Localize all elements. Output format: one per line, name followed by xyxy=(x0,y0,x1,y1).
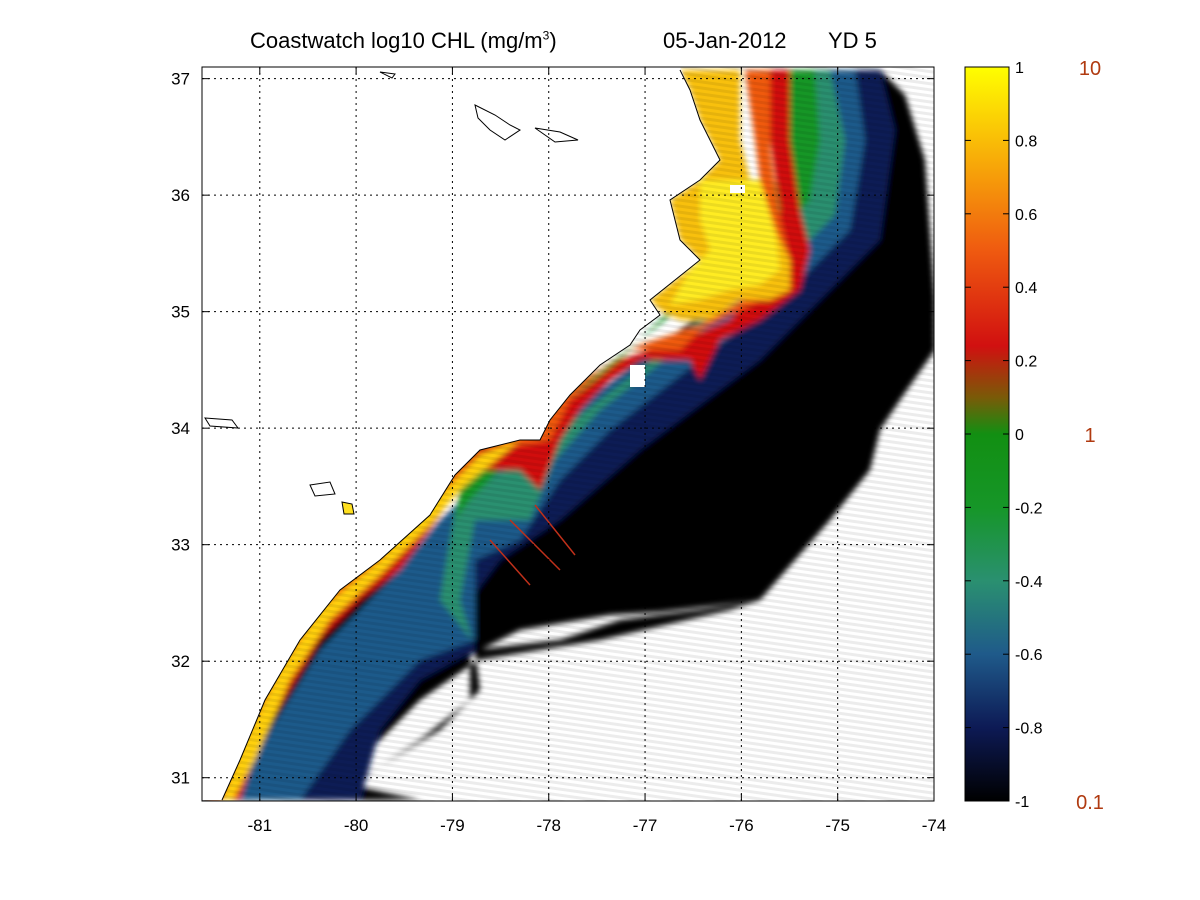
map-title: Coastwatch log10 CHL (mg/m3) 05-Jan-2012… xyxy=(0,28,1200,58)
colorbar-log-label: 0.6 xyxy=(1015,207,1037,224)
lon-tick-label: -80 xyxy=(344,816,369,835)
title-date: 05-Jan-2012 xyxy=(663,28,787,53)
title-variable-suffix: ) xyxy=(549,28,557,53)
transect-line xyxy=(489,539,531,586)
inland-lake xyxy=(309,481,336,497)
colorbar-log-label: -0.6 xyxy=(1015,647,1043,664)
lon-tick-label: -77 xyxy=(633,816,658,835)
lon-tick-label: -81 xyxy=(248,816,273,835)
inland-lake xyxy=(474,104,521,141)
colorbar-log-label: -0.8 xyxy=(1015,721,1043,738)
lon-tick-label: -79 xyxy=(440,816,465,835)
colorbar-linear-label: 1 xyxy=(1084,425,1095,447)
lon-tick-label: -78 xyxy=(536,816,561,835)
lon-tick-label: -74 xyxy=(922,816,947,835)
land-mask xyxy=(202,67,720,800)
title-variable: Coastwatch log10 CHL (mg/m3) xyxy=(250,28,557,54)
chlorophyll-data-field xyxy=(202,67,934,801)
coastline xyxy=(221,69,721,801)
transect-line xyxy=(534,504,576,556)
plot-frame xyxy=(201,66,935,802)
colorbar-log-label: 0 xyxy=(1015,427,1024,444)
title-yearday: YD 5 xyxy=(828,28,877,53)
cloud-gap xyxy=(730,185,745,193)
colorbar-ticks xyxy=(965,66,1009,802)
colorbar-log-label: -0.2 xyxy=(1015,500,1043,517)
lon-tick-label: -75 xyxy=(825,816,850,835)
colorbar-log-label: 0.2 xyxy=(1015,354,1037,371)
transect-line xyxy=(509,519,561,571)
cloud-gap xyxy=(630,365,645,387)
colorbar-log-label: -0.4 xyxy=(1015,574,1043,591)
colorbar-log-label: 0.8 xyxy=(1015,133,1037,150)
colorbar-linear-labels: 10 1 0.1 xyxy=(1076,58,1104,814)
lat-tick-label: 36 xyxy=(171,186,190,205)
lake-marion xyxy=(341,501,355,515)
inland-lake xyxy=(379,71,396,79)
lat-tick-label: 32 xyxy=(171,652,190,671)
colorbar xyxy=(964,66,1010,802)
colorbar-log-label: 0.4 xyxy=(1015,280,1037,297)
title-variable-text: Coastwatch log10 CHL (mg/m xyxy=(250,28,543,53)
axis-ticks xyxy=(202,67,935,801)
colorbar-log-label: 1 xyxy=(1015,60,1024,77)
lat-tick-label: 34 xyxy=(171,419,190,438)
lon-tick-label: -76 xyxy=(729,816,754,835)
colorbar-log-labels: 1 0.8 0.6 0.4 0.2 0 -0.2 -0.4 -0.6 -0.8 -1 xyxy=(1015,60,1043,811)
lat-tick-label: 35 xyxy=(171,303,190,322)
title-unit-superscript: 3 xyxy=(542,28,550,43)
longitude-axis-labels: -81 -80 -79 -78 -77 -76 -75 -74 xyxy=(248,816,947,835)
colorbar-log-label: -1 xyxy=(1015,794,1029,811)
colorbar-linear-label: 0.1 xyxy=(1076,792,1104,814)
lat-tick-label: 37 xyxy=(171,70,190,89)
inland-lake xyxy=(534,127,579,143)
latitude-axis-labels: 37 36 35 34 33 32 31 xyxy=(171,70,190,788)
lat-tick-label: 33 xyxy=(171,536,190,555)
lat-tick-label: 31 xyxy=(171,769,190,788)
colorbar-linear-label: 10 xyxy=(1079,58,1101,80)
